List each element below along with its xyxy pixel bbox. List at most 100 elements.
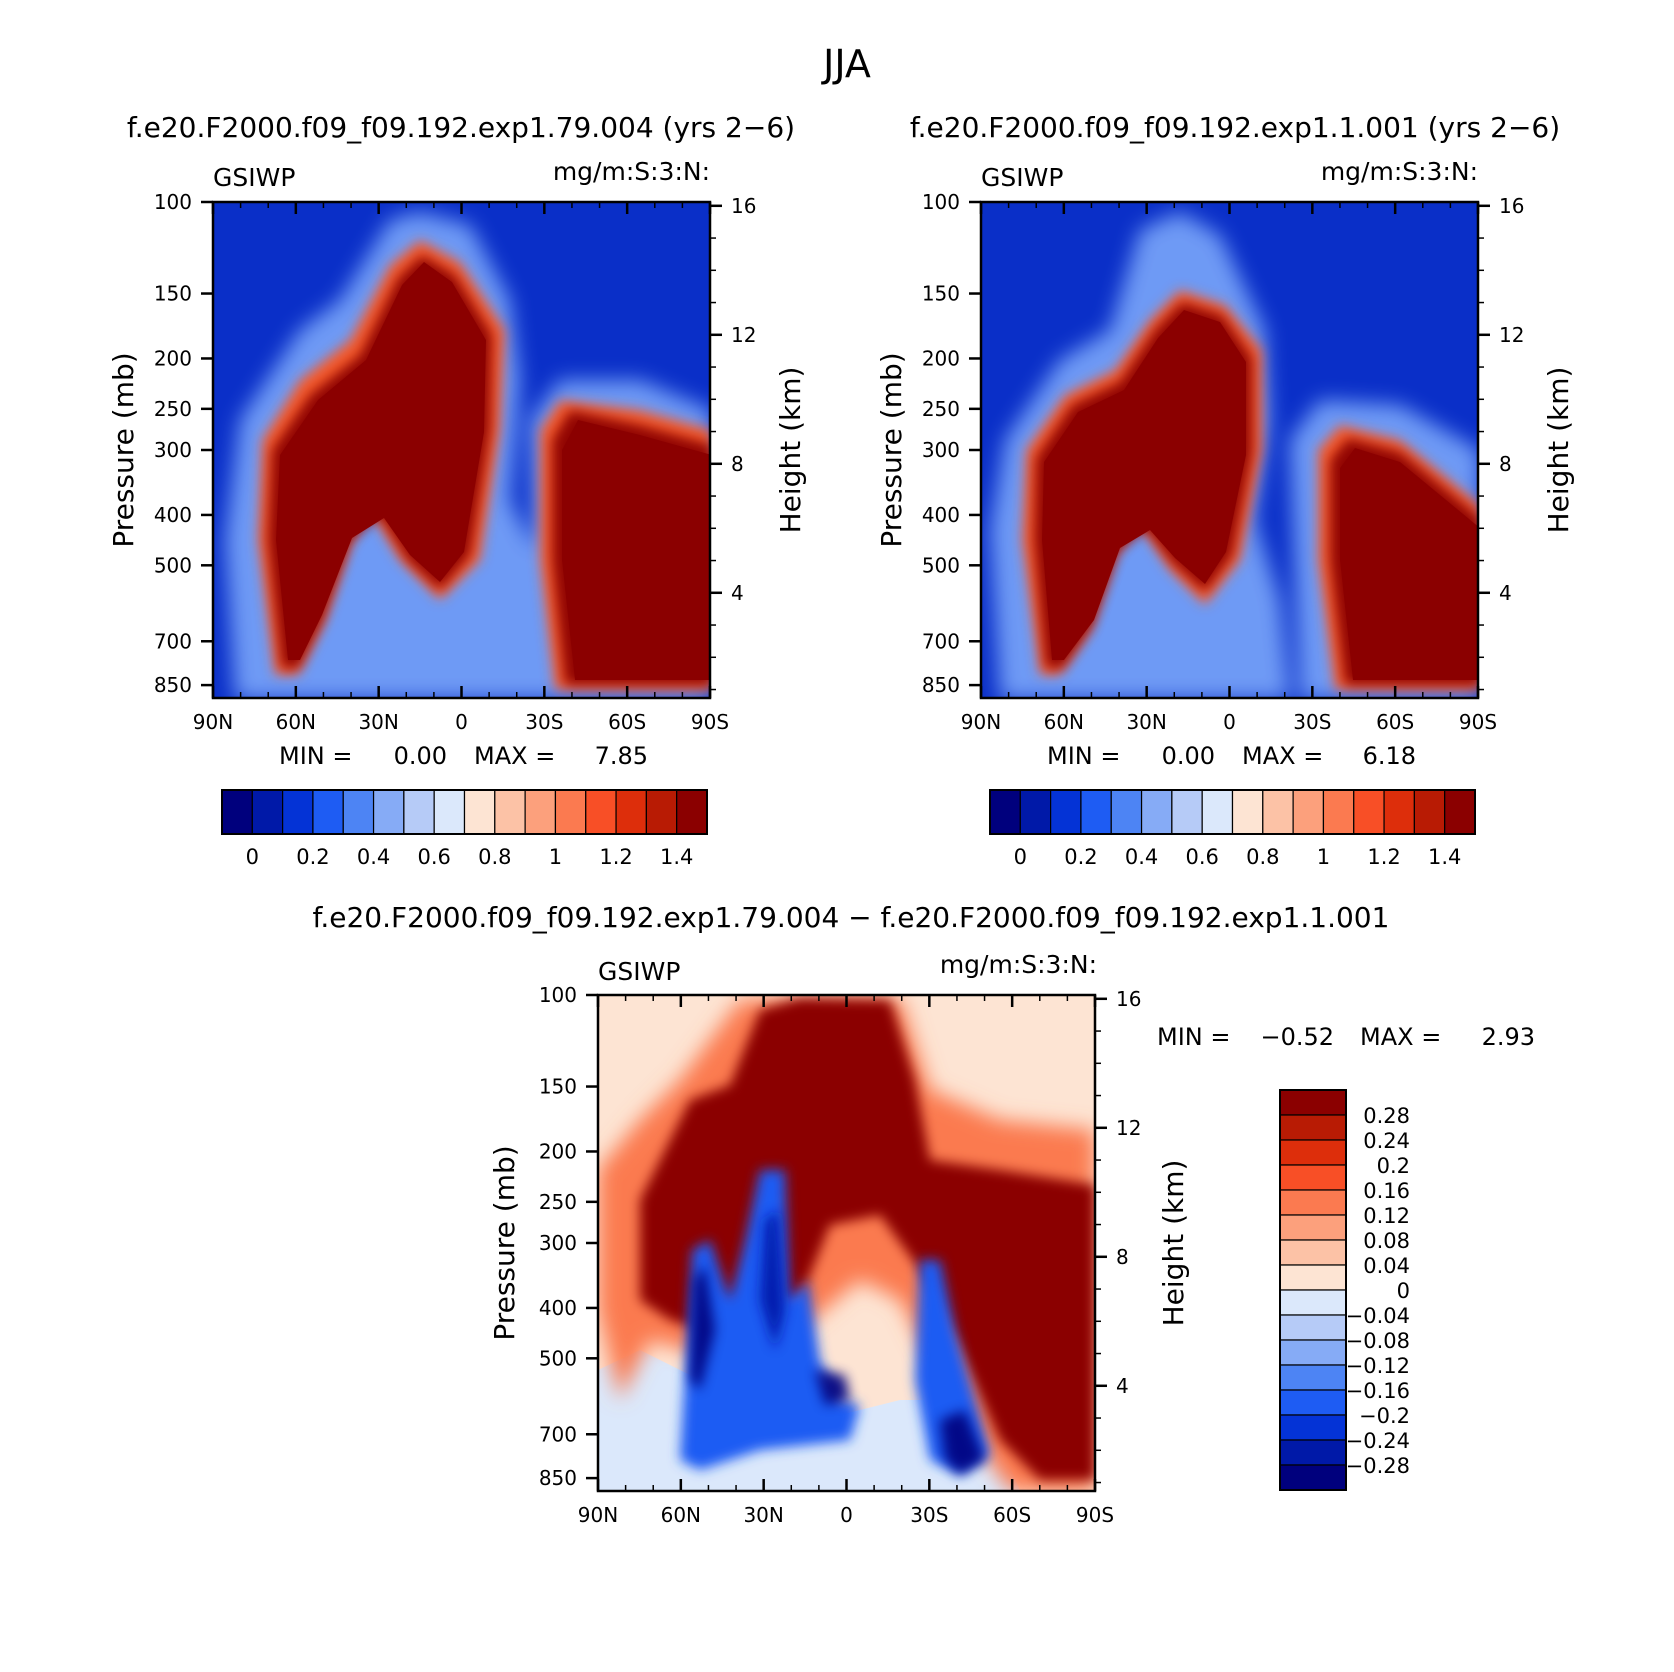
colorbar-label: 0.08 xyxy=(1363,1229,1410,1253)
colorbar-box xyxy=(1279,1164,1347,1191)
colorbar-box xyxy=(1140,789,1173,835)
colorbar-box xyxy=(1292,789,1325,835)
panel-1-max-value: 7.85 xyxy=(595,742,648,770)
p-tick-label: 850 xyxy=(154,673,192,697)
colorbar-label: 0.12 xyxy=(1363,1204,1410,1228)
panel-1-y2-label: Height (km) xyxy=(774,367,807,534)
x-tick-label: 30S xyxy=(1293,710,1331,734)
colorbar-label: 1.4 xyxy=(660,845,693,869)
x-tick-label: 60S xyxy=(608,710,646,734)
colorbar-box xyxy=(1279,1339,1347,1366)
x-tick-label: 90N xyxy=(961,710,1001,734)
panel-2-max-label: MAX = xyxy=(1242,742,1323,770)
colorbar-box xyxy=(1080,789,1112,835)
h-tick-label: 12 xyxy=(1116,1116,1141,1140)
colorbar-box xyxy=(494,789,526,835)
colorbar-box xyxy=(1279,1264,1347,1291)
panel-1-left-label: GSIWP xyxy=(213,163,295,192)
p-tick-label: 200 xyxy=(922,346,960,370)
colorbar-label: 1.2 xyxy=(1367,845,1400,869)
p-tick-label: 300 xyxy=(154,438,192,462)
colorbar-box xyxy=(1322,789,1355,835)
colorbar-label: 0.28 xyxy=(1363,1104,1410,1128)
colorbar-box xyxy=(1050,789,1082,835)
colorbar-label: 0 xyxy=(1397,1279,1410,1303)
p-tick-label: 500 xyxy=(154,553,192,577)
colorbar-label: 0.8 xyxy=(478,845,511,869)
h-tick-label: 4 xyxy=(1499,581,1512,605)
colorbar-label: 0.4 xyxy=(1125,845,1158,869)
colorbar-box xyxy=(372,789,405,835)
panel-1-field xyxy=(213,202,710,698)
x-tick-label: 30S xyxy=(525,710,563,734)
panel-3-left-label: GSIWP xyxy=(598,957,680,986)
h-tick-label: 16 xyxy=(731,194,756,218)
x-tick-label: 30N xyxy=(1126,710,1166,734)
colorbar-label: 0.16 xyxy=(1363,1179,1410,1203)
panel-3-y-label: Pressure (mb) xyxy=(488,1145,521,1340)
colorbar-box xyxy=(1279,1289,1347,1316)
panel-3-right-label: mg/m:S:3:N: xyxy=(940,950,1097,979)
colorbar-box xyxy=(1279,1464,1347,1491)
h-tick-label: 4 xyxy=(731,581,744,605)
panel-2-axes: 90N 60N 30N 0 30S 60S 90S 100 150 200 250 300 400 500… xyxy=(922,190,1525,734)
panel-2-y2-label: Height (km) xyxy=(1542,367,1575,534)
h-tick-label: 8 xyxy=(1116,1245,1129,1269)
colorbar-label: −0.24 xyxy=(1346,1429,1410,1453)
colorbar-label: −0.28 xyxy=(1346,1454,1410,1478)
x-tick-label: 0 xyxy=(840,1503,853,1527)
panel-3-colorbar: 0.280.240.20.160.120.080.040−0.04−0.08−0… xyxy=(1279,1089,1410,1491)
colorbar-box xyxy=(1444,789,1476,835)
colorbar-label: −0.2 xyxy=(1359,1404,1410,1428)
h-tick-label: 8 xyxy=(1499,452,1512,476)
panel-1: f.e20.F2000.f09_f09.192.exp1.79.004 (yrs… xyxy=(107,111,807,869)
p-tick-label: 700 xyxy=(922,629,960,653)
x-tick-label: 60S xyxy=(1376,710,1414,734)
colorbar-frame xyxy=(221,789,708,835)
h-tick-label: 8 xyxy=(731,452,744,476)
x-tick-label: 60N xyxy=(276,710,316,734)
colorbar-box xyxy=(251,789,284,835)
panel-3-field xyxy=(598,995,1095,1491)
h-tick-label: 16 xyxy=(1499,194,1524,218)
colorbar-label: −0.12 xyxy=(1346,1354,1410,1378)
colorbar-label: 1.4 xyxy=(1428,845,1461,869)
colorbar-box xyxy=(645,789,678,835)
p-tick-label: 100 xyxy=(539,983,577,1007)
colorbar-box xyxy=(1279,1239,1347,1266)
panel-1-axes: 90N 60N 30N 0 30S 60S 90S 100 150 200 250 300 400 500… xyxy=(154,190,757,734)
x-tick-label: 60S xyxy=(993,1503,1031,1527)
panel-2-y-label: Pressure (mb) xyxy=(875,352,908,547)
colorbar-box xyxy=(554,789,587,835)
colorbar-box xyxy=(1171,789,1203,835)
colorbar-box xyxy=(1110,789,1143,835)
colorbar-box xyxy=(1201,789,1234,835)
x-tick-label: 90S xyxy=(1459,710,1497,734)
colorbar-label: 0.6 xyxy=(417,845,450,869)
panel-2-left-label: GSIWP xyxy=(981,163,1063,192)
panel-1-y-label: Pressure (mb) xyxy=(107,352,140,547)
panel-1-case-title: f.e20.F2000.f09_f09.192.exp1.79.004 (yrs… xyxy=(127,111,795,144)
x-tick-label: 30N xyxy=(358,710,398,734)
colorbar-label: −0.16 xyxy=(1346,1379,1410,1403)
x-tick-label: 0 xyxy=(455,710,468,734)
p-tick-label: 300 xyxy=(539,1231,577,1255)
panel-3-max-value: 2.93 xyxy=(1482,1023,1535,1051)
colorbar-label: 0.2 xyxy=(1064,845,1097,869)
colorbar-label: 1 xyxy=(1317,845,1330,869)
p-tick-label: 500 xyxy=(922,553,960,577)
panel-2-field xyxy=(981,202,1478,698)
h-tick-label: 12 xyxy=(1499,323,1524,347)
colorbar-box xyxy=(403,789,435,835)
p-tick-label: 250 xyxy=(154,397,192,421)
p-tick-label: 100 xyxy=(154,190,192,214)
panel-2-min-value: 0.00 xyxy=(1162,742,1215,770)
colorbar-label: 0.4 xyxy=(357,845,390,869)
colorbar-label: −0.08 xyxy=(1346,1329,1410,1353)
p-tick-label: 500 xyxy=(539,1346,577,1370)
colorbar-box xyxy=(342,789,375,835)
colorbar-label: 0 xyxy=(1014,845,1027,869)
x-tick-label: 0 xyxy=(1223,710,1236,734)
x-tick-label: 90N xyxy=(193,710,233,734)
